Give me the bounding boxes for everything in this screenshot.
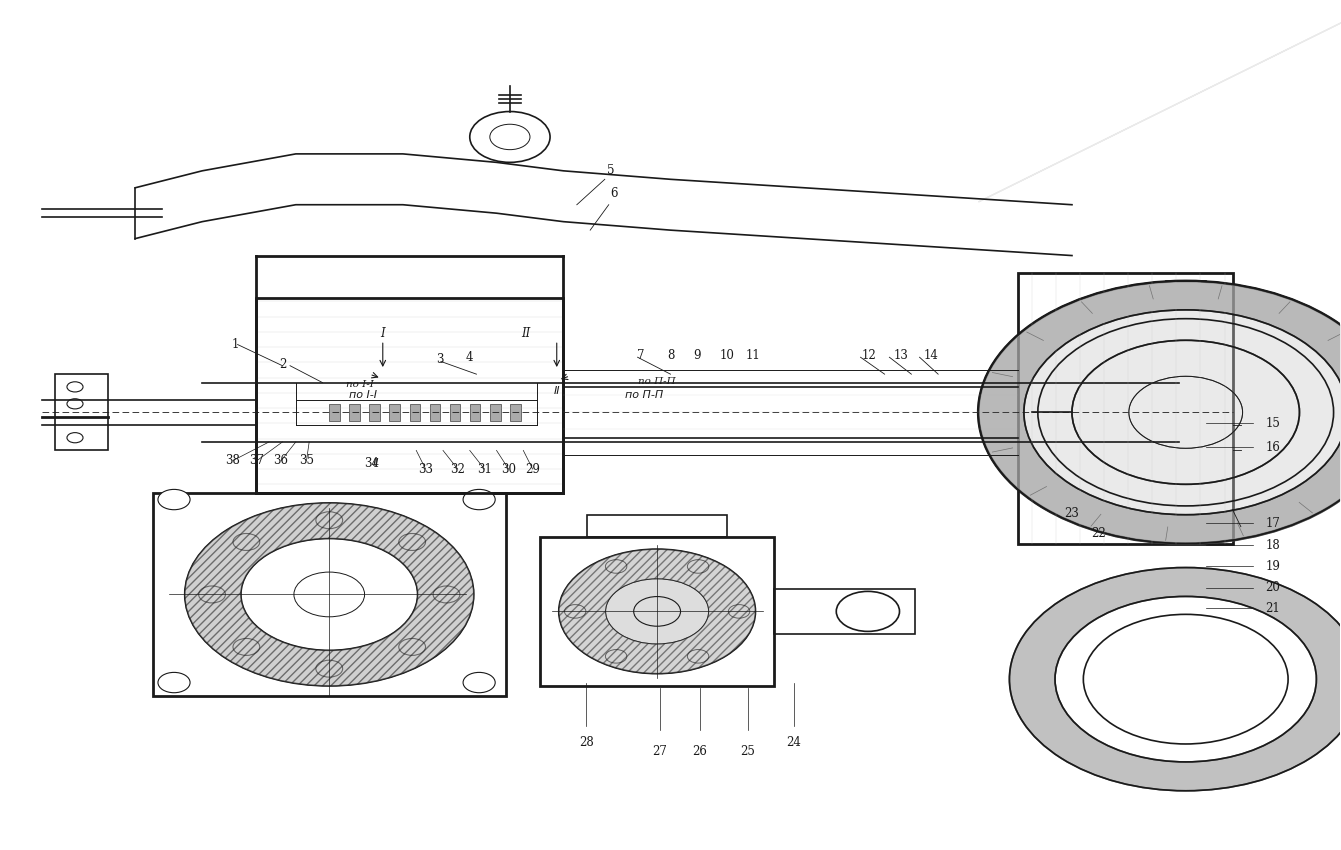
Bar <box>409 404 420 421</box>
Wedge shape <box>559 549 755 674</box>
Text: 10: 10 <box>719 349 734 362</box>
Text: 3: 3 <box>437 354 444 366</box>
Circle shape <box>463 672 495 693</box>
Text: 21: 21 <box>1266 602 1281 615</box>
Circle shape <box>198 586 225 603</box>
Text: по П-П: по П-П <box>638 377 676 387</box>
Bar <box>429 404 440 421</box>
Text: 35: 35 <box>299 454 314 468</box>
Text: 23: 23 <box>1065 507 1080 520</box>
Bar <box>349 404 359 421</box>
Circle shape <box>233 638 260 655</box>
Bar <box>369 404 380 421</box>
Text: 6: 6 <box>610 187 618 201</box>
Wedge shape <box>979 281 1341 544</box>
Text: по I-I: по I-I <box>349 390 377 400</box>
Bar <box>55 374 109 450</box>
Circle shape <box>433 586 460 603</box>
Bar <box>510 404 520 421</box>
Text: 34: 34 <box>365 456 380 470</box>
Text: 26: 26 <box>692 745 708 757</box>
Circle shape <box>688 559 709 573</box>
Bar <box>774 589 915 633</box>
Text: 18: 18 <box>1266 539 1281 552</box>
Text: 22: 22 <box>1092 527 1106 540</box>
Bar <box>256 298 563 493</box>
Bar <box>469 404 480 421</box>
Circle shape <box>606 579 708 644</box>
Text: 8: 8 <box>666 349 675 362</box>
Text: 14: 14 <box>924 349 939 362</box>
Text: 32: 32 <box>451 462 465 475</box>
Circle shape <box>233 534 260 551</box>
Bar <box>489 404 500 421</box>
Text: 19: 19 <box>1266 560 1281 573</box>
Text: 29: 29 <box>526 462 540 475</box>
Text: 28: 28 <box>579 736 594 749</box>
Bar <box>389 404 400 421</box>
Text: II: II <box>554 386 561 396</box>
Circle shape <box>728 604 750 618</box>
Text: 24: 24 <box>786 736 801 749</box>
Text: по П-П: по П-П <box>625 390 662 400</box>
Text: 13: 13 <box>893 349 908 362</box>
Circle shape <box>463 490 495 510</box>
Text: 7: 7 <box>637 349 645 362</box>
Circle shape <box>316 512 343 529</box>
Text: 20: 20 <box>1266 581 1281 594</box>
Text: 31: 31 <box>477 462 492 475</box>
Circle shape <box>605 559 626 573</box>
Wedge shape <box>1010 568 1341 791</box>
Circle shape <box>398 534 425 551</box>
Text: II: II <box>373 458 380 468</box>
Text: 9: 9 <box>693 349 701 362</box>
Circle shape <box>605 649 626 663</box>
Text: 17: 17 <box>1266 517 1281 530</box>
Text: 11: 11 <box>746 349 760 362</box>
Bar <box>587 515 727 537</box>
Text: 16: 16 <box>1266 440 1281 454</box>
Bar <box>449 404 460 421</box>
Circle shape <box>158 490 190 510</box>
Circle shape <box>316 660 343 677</box>
Text: 5: 5 <box>606 164 614 178</box>
Text: 15: 15 <box>1266 416 1281 430</box>
Text: 36: 36 <box>274 454 288 468</box>
Bar <box>1018 273 1232 544</box>
Text: 30: 30 <box>502 462 516 475</box>
Text: 1: 1 <box>232 338 239 351</box>
Circle shape <box>565 604 586 618</box>
Text: 4: 4 <box>467 351 473 364</box>
Text: I: I <box>381 327 385 340</box>
Bar <box>540 537 774 685</box>
Text: 27: 27 <box>652 745 668 757</box>
Text: 12: 12 <box>861 349 876 362</box>
Circle shape <box>688 649 709 663</box>
Text: 33: 33 <box>418 462 433 475</box>
Bar <box>330 404 341 421</box>
Bar <box>153 493 506 696</box>
Circle shape <box>158 672 190 693</box>
Text: 2: 2 <box>279 358 286 371</box>
Text: II: II <box>522 327 531 340</box>
Text: по I-I: по I-I <box>346 380 374 389</box>
Circle shape <box>398 638 425 655</box>
Wedge shape <box>185 503 473 686</box>
Text: 25: 25 <box>740 745 755 757</box>
Text: 38: 38 <box>225 454 240 468</box>
Text: 37: 37 <box>249 454 264 468</box>
